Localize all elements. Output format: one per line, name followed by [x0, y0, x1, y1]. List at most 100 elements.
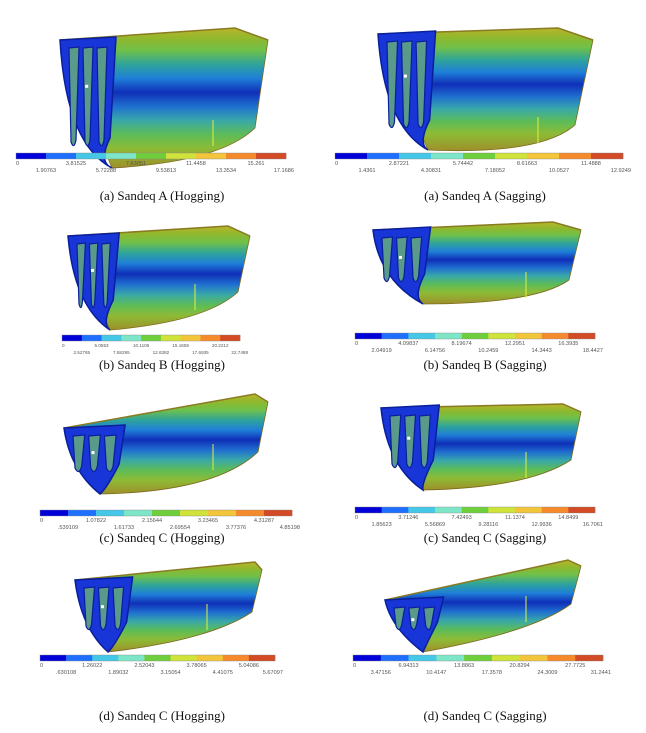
legend-swatch — [488, 507, 516, 513]
legend-swatch — [40, 655, 67, 661]
legend-swatch — [152, 510, 181, 516]
legend-tick-label: 5.04086 — [239, 663, 259, 669]
legend-swatch — [527, 153, 560, 159]
legend-tick-label: 3.15054 — [160, 670, 180, 676]
legend-tick-label: 12.2951 — [505, 341, 525, 347]
legend-swatch — [196, 655, 224, 661]
legend-tick-label: 17.1686 — [274, 168, 294, 174]
legend-swatch — [408, 655, 437, 661]
panel-sandeq-a-hogging: 0 3.81525 7.63051 11.4458 15.261 1.90763 5.722… — [0, 0, 323, 212]
legend-tick-label: 7.18052 — [485, 168, 505, 174]
legend-tick-label: 3.71246 — [398, 515, 418, 521]
legend-swatch — [106, 153, 137, 159]
legend-tick-label: 8.61663 — [517, 161, 537, 167]
legend-tick-label: 5.67097 — [263, 670, 283, 676]
legend-swatch — [461, 507, 489, 513]
legend-swatch — [515, 507, 542, 513]
legend-swatch — [355, 333, 382, 339]
legend-swatch — [435, 507, 462, 513]
legend-swatch — [436, 655, 465, 661]
legend-swatch — [144, 655, 171, 661]
legend-swatch — [124, 510, 153, 516]
legend-swatch — [170, 655, 197, 661]
legend-swatch — [547, 655, 576, 661]
stress-legend: 0 6.94313 13.8863 20.8294 27.7725 3.47156 10.4… — [352, 654, 611, 676]
legend-swatch — [353, 655, 382, 661]
legend-swatch — [118, 655, 145, 661]
legend-swatch — [141, 335, 162, 341]
legend-swatch — [136, 153, 167, 159]
legend-tick-label: 5.74442 — [453, 161, 473, 167]
legend-swatch — [208, 510, 237, 516]
legend-swatch — [355, 507, 382, 513]
legend-tick-label: 10.1106 — [133, 343, 150, 348]
legend-tick-label: 2.04919 — [372, 348, 392, 354]
legend-tick-label: 2.52765 — [73, 350, 90, 355]
stress-legend: 0 3.81525 7.63051 11.4458 15.261 1.90763 5.722… — [15, 152, 294, 174]
legend-tick-label: 20.8294 — [510, 663, 530, 669]
legend-swatch — [166, 153, 197, 159]
legend-swatch — [81, 335, 102, 341]
legend-swatch — [196, 153, 227, 159]
legend-tick-label: 2.15644 — [142, 518, 162, 524]
panel-sandeq-d-hogging: 0 1.26022 2.52043 3.78065 5.04086 .630108 1.89… — [0, 552, 323, 733]
legend-tick-label: 0 — [16, 161, 19, 167]
legend-swatch — [461, 333, 489, 339]
panel-sandeq-c-hogging: 0 1.07822 2.15644 3.23465 4.31287 .539109 1.61… — [0, 382, 323, 552]
legend-tick-label: 5.0553 — [95, 343, 109, 348]
legend-swatch — [121, 335, 142, 341]
legend-tick-label: 3.78065 — [187, 663, 207, 669]
hull-contour-plot — [59, 27, 269, 169]
stress-legend: 0 1.07822 2.15644 3.23465 4.31287 .539109 1.61… — [39, 509, 300, 531]
stress-legend: 0 3.71246 7.42493 11.1374 14.8499 1.85623 5.56… — [354, 506, 603, 528]
legend-swatch — [62, 335, 83, 341]
hull-contour-plot — [377, 27, 594, 152]
panel-caption: (b) Sandeq B (Sagging) — [423, 357, 547, 372]
legend-tick-label: 7.42493 — [452, 515, 472, 521]
legend-tick-label: 9.28116 — [478, 522, 498, 528]
legend-tick-label: 4.41075 — [213, 670, 233, 676]
legend-swatch — [180, 510, 209, 516]
panel-caption: (c) Sandeq C (Hogging) — [99, 530, 225, 545]
legend-tick-label: 2.87221 — [389, 161, 409, 167]
panel-caption: (d) Sandeq C (Sagging) — [423, 708, 547, 723]
hull-contour-plot — [372, 221, 582, 305]
legend-tick-label: 12.6382 — [153, 350, 170, 355]
legend-tick-label: 2.52043 — [134, 663, 154, 669]
legend-swatch — [46, 153, 77, 159]
legend-swatch — [160, 335, 181, 341]
legend-swatch — [220, 335, 241, 341]
legend-tick-label: 8.19674 — [452, 341, 472, 347]
legend-tick-label: 0 — [40, 663, 43, 669]
legend-tick-label: 17.3578 — [482, 670, 502, 676]
legend-tick-label: 15.1659 — [172, 343, 189, 348]
legend-tick-label: 0 — [355, 515, 358, 521]
legend-swatch — [236, 510, 265, 516]
legend-tick-label: 10.0527 — [549, 168, 569, 174]
legend-tick-label: 6.94313 — [398, 663, 418, 669]
legend-tick-label: 5.72288 — [96, 168, 116, 174]
legend-tick-label: 1.26022 — [82, 663, 102, 669]
legend-tick-label: 11.4888 — [581, 161, 601, 167]
legend-swatch — [408, 507, 436, 513]
legend-swatch — [66, 655, 93, 661]
legend-swatch — [40, 510, 69, 516]
legend-tick-label: 14.8499 — [558, 515, 578, 521]
legend-tick-label: 3.81525 — [66, 161, 86, 167]
legend-swatch — [519, 655, 548, 661]
stress-legend: 0 1.26022 2.52043 3.78065 5.04086 .630108 1.89… — [39, 654, 283, 676]
legend-tick-label: 10.2459 — [478, 348, 498, 354]
legend-swatch — [264, 510, 293, 516]
legend-tick-label: 0 — [335, 161, 338, 167]
legend-swatch — [335, 153, 368, 159]
legend-tick-label: 1.61733 — [114, 525, 134, 531]
legend-tick-label: 7.58295 — [113, 350, 130, 355]
legend-swatch — [200, 335, 221, 341]
legend-swatch — [559, 153, 592, 159]
legend-swatch — [256, 153, 287, 159]
legend-swatch — [367, 153, 400, 159]
legend-tick-label: 4.85198 — [280, 525, 300, 531]
legend-tick-label: 11.4458 — [186, 161, 206, 167]
legend-swatch — [435, 333, 462, 339]
legend-tick-label: 22.7488 — [231, 350, 248, 355]
